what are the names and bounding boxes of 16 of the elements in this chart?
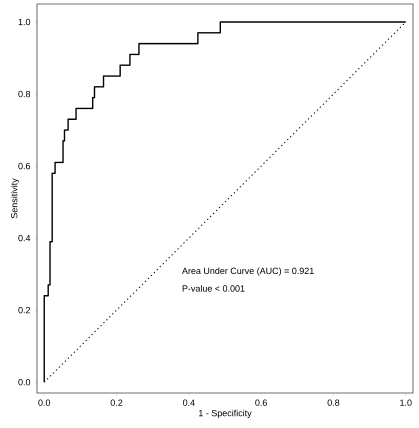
- y-axis-title: Sensitivity: [10, 178, 20, 218]
- x-axis-title: 1 - Specificity: [199, 410, 252, 418]
- y-tick-label: 0.2: [18, 306, 30, 314]
- y-tick-label: 0.8: [18, 90, 30, 98]
- annotation: Area Under Curve (AUC) = 0.921: [182, 267, 314, 276]
- y-tick-label: 0.6: [18, 162, 30, 170]
- x-tick-label: 0.2: [110, 400, 122, 406]
- y-tick-label: 0.4: [18, 234, 30, 242]
- x-tick-label: 0.6: [255, 400, 267, 406]
- x-tick-label: 1.0: [400, 400, 412, 406]
- x-tick-label: 0.8: [328, 400, 340, 406]
- y-tick-label: 1.0: [18, 18, 30, 26]
- x-tick-label: 0.0: [38, 400, 50, 406]
- y-tick-label: 0.0: [18, 379, 30, 386]
- x-tick-label: 0.4: [182, 400, 195, 406]
- annotation: P-value < 0.001: [182, 285, 245, 292]
